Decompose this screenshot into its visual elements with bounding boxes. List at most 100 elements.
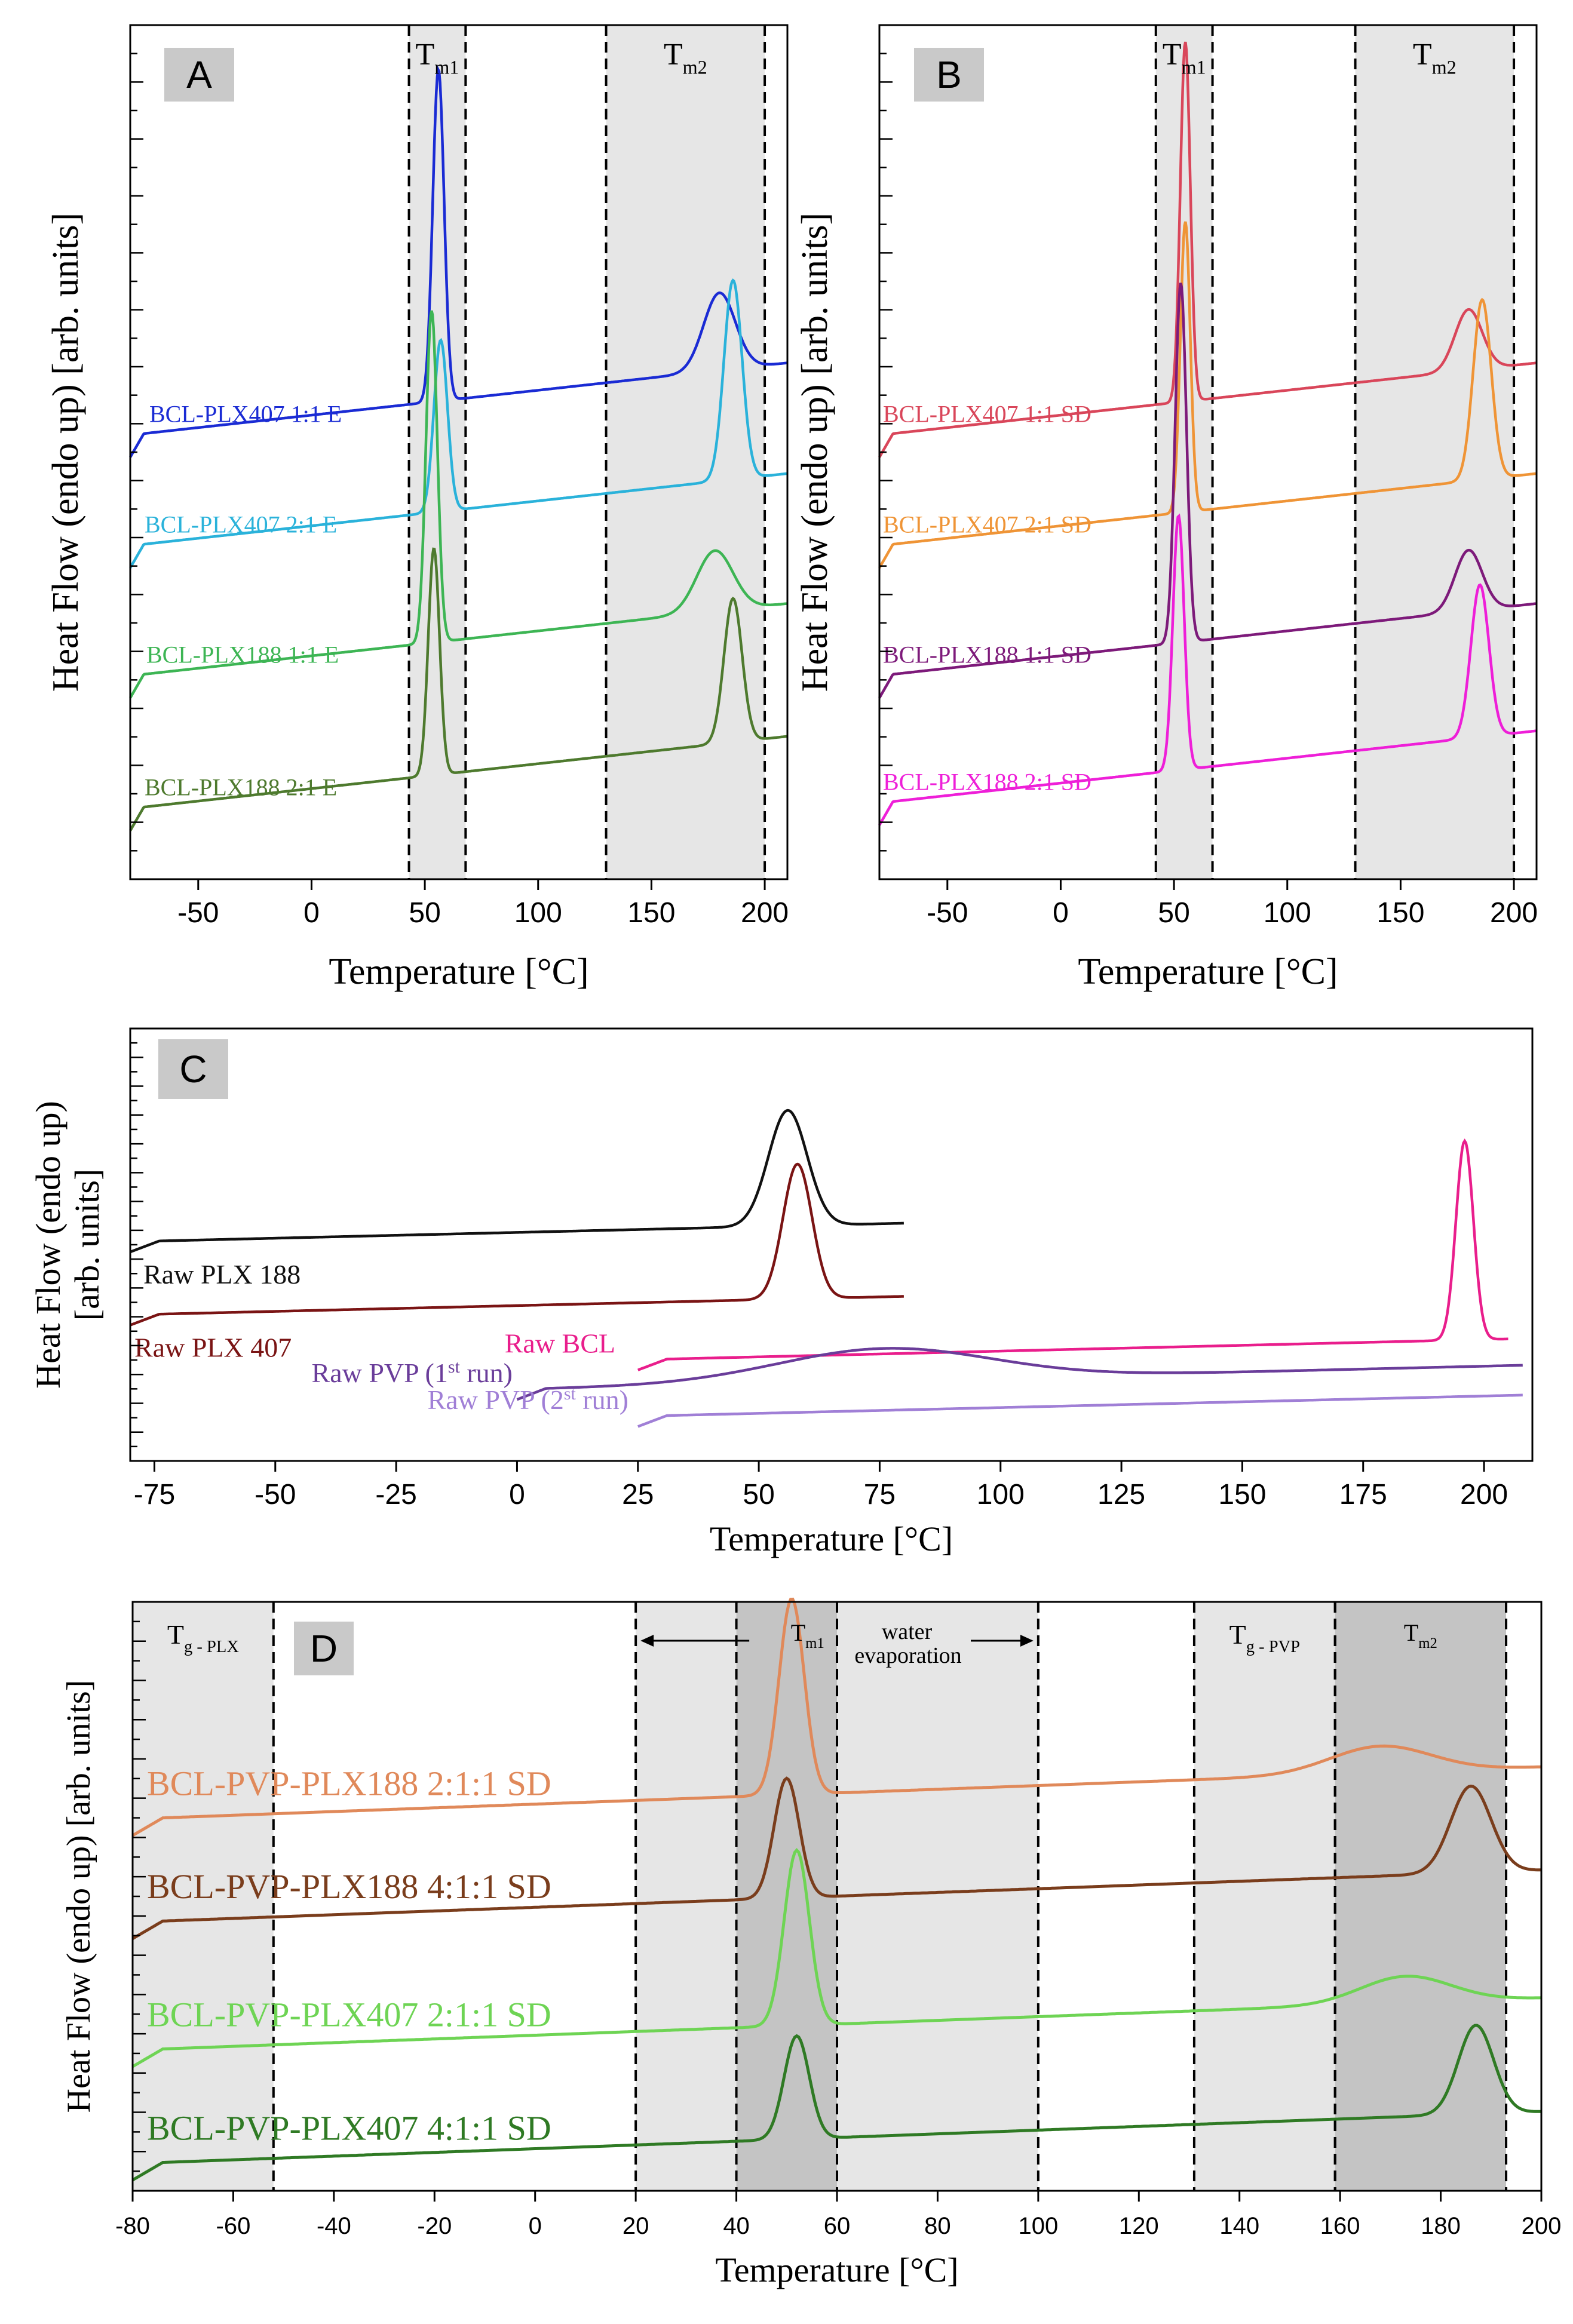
panel-C-series-raw-pvp-2nd-run xyxy=(637,1393,1523,1428)
panel-B-xtick-label: 50 xyxy=(1158,897,1189,929)
panel-D-annotation-line2: evaporation xyxy=(854,1643,961,1668)
panel-D-series-bcl-pvp-plx407-2-1-1-sd xyxy=(131,1847,1542,2068)
panel-C-xtick-label: 175 xyxy=(1339,1479,1387,1511)
panel-D-arrowhead-left xyxy=(640,1635,654,1647)
panel-D-arrowhead-right xyxy=(1020,1635,1034,1647)
panel-C-series-raw-plx-188 xyxy=(130,1109,904,1254)
panel-A-xtick-label: -50 xyxy=(177,897,219,929)
panel-D-letter: D xyxy=(310,1627,338,1670)
panel-A-region-label-tm1: Tm1 xyxy=(415,38,459,78)
panel-C-ylabel-line2: [arb. units] xyxy=(68,1169,106,1321)
panel-B-series-bcl-plx407-2-1-sd xyxy=(878,221,1537,569)
panel-C-series-label: Raw PLX 407 xyxy=(134,1332,292,1362)
panel-C-series-raw-pvp-1st-run xyxy=(516,1347,1523,1401)
panel-B-series-label: BCL-PLX188 1:1 SD xyxy=(883,641,1091,668)
panel-B-region-tm1 xyxy=(1155,25,1213,879)
panel-D-xtick-label: 180 xyxy=(1421,2213,1461,2239)
panel-A-xlabel: Temperature [°C] xyxy=(329,951,588,992)
panel-D-region-label-tm1: Tm1 xyxy=(791,1619,824,1651)
panel-A-xtick-label: 50 xyxy=(409,897,440,929)
panel-C-letter-box xyxy=(158,1039,228,1099)
panel-B-series-label: BCL-PLX407 1:1 SD xyxy=(883,400,1091,427)
panel-C-series-label: Raw PLX 188 xyxy=(143,1259,301,1290)
panel-D-annotation-line1: water xyxy=(882,1619,933,1644)
panel-A-region-label-tm2: Tm2 xyxy=(664,38,707,78)
panel-C-series-label: Raw PVP (1st run) xyxy=(312,1357,513,1388)
panel-A-ylabel: Heat Flow (endo up) [arb. units] xyxy=(45,213,86,692)
panel-A-xtick-label: 0 xyxy=(303,897,320,929)
panel-B-region-tm2 xyxy=(1355,25,1514,879)
panel-D-xtick-label: 60 xyxy=(824,2213,851,2239)
panel-D-series-label: BCL-PVP-PLX407 2:1:1 SD xyxy=(147,1995,551,2034)
panel-B-region-label-tm1: Tm1 xyxy=(1163,38,1206,78)
panel-B-series-bcl-plx188-1-1-sd xyxy=(878,283,1537,699)
panel-D-region-tg-pvp xyxy=(1194,1602,1335,2191)
panel-D-xtick-label: 40 xyxy=(723,2213,750,2239)
panel-A-letter-box xyxy=(164,48,234,102)
panel-D-xtick-label: 100 xyxy=(1018,2213,1058,2239)
panel-D-xtick-label: 20 xyxy=(623,2213,649,2239)
panel-C-xtick-label: 25 xyxy=(622,1479,654,1511)
panel-D-region-label-tg-pvp: Tg - PVP xyxy=(1229,1619,1300,1656)
panel-B-xtick-label: 150 xyxy=(1376,897,1424,929)
panel-B-xtick-label: 200 xyxy=(1490,897,1538,929)
panel-C-frame xyxy=(129,1027,1534,1462)
panel-B-region-label-tm2: Tm2 xyxy=(1413,38,1457,78)
panel-C-xtick-label: 50 xyxy=(743,1479,774,1511)
panel-B-series-label: BCL-PLX407 2:1 SD xyxy=(883,511,1091,538)
panel-B-letter-box xyxy=(914,48,984,102)
panel-C-series-raw-bcl xyxy=(637,1138,1508,1371)
panel-C-xtick-label: -75 xyxy=(134,1479,175,1511)
panel-D-xtick-label: -80 xyxy=(115,2213,150,2239)
panel-D-xtick-label: -40 xyxy=(317,2213,351,2239)
panel-A-series-bcl-plx188-1-1-e xyxy=(129,310,788,699)
panel-D-xtick-label: 160 xyxy=(1320,2213,1360,2239)
panel-B-xlabel: Temperature [°C] xyxy=(1078,951,1338,992)
panel-D-ylabel: Heat Flow (endo up) [arb. units] xyxy=(60,1680,97,2113)
panel-D-xtick-label: 0 xyxy=(529,2213,542,2239)
panel-D-series-label: BCL-PVP-PLX188 4:1:1 SD xyxy=(147,1867,551,1906)
panel-D-xtick-label: -60 xyxy=(216,2213,251,2239)
panel-D-xtick-label: 120 xyxy=(1119,2213,1159,2239)
panel-B-series-label: BCL-PLX188 2:1 SD xyxy=(883,768,1091,795)
panel-D-region-label-tg-plx: Tg - PLX xyxy=(167,1619,239,1656)
panel-D-series-bcl-pvp-plx407-4-1-1-sd xyxy=(131,2024,1541,2182)
panel-A: BCL-PLX407 1:1 E BCL-PLX407 2:1 E BCL-PLX1… xyxy=(45,24,789,992)
panel-C-series-label: Raw BCL xyxy=(505,1328,615,1359)
panel-C-xtick-label: 200 xyxy=(1460,1479,1508,1511)
panel-C-xtick-label: 0 xyxy=(509,1479,525,1511)
panel-D-region-tm2 xyxy=(1335,1602,1507,2191)
panel-A-series-bcl-plx407-1-1-e xyxy=(129,65,788,458)
panel-A-series-label: BCL-PLX407 2:1 E xyxy=(145,511,337,538)
panel-A-series-label: BCL-PLX188 2:1 E xyxy=(145,774,337,801)
panel-D-xtick-label: 80 xyxy=(924,2213,951,2239)
panel-B-letter: B xyxy=(936,53,962,96)
panel-A-region-tm2 xyxy=(606,25,765,879)
panel-D-series-bcl-pvp-plx188-4-1-1-sd xyxy=(131,1776,1541,1940)
panel-C-ylabel-line1: Heat Flow (endo up) xyxy=(29,1101,68,1389)
panel-C-xtick-label: 75 xyxy=(864,1479,896,1511)
panel-B-ylabel: Heat Flow (endo up) [arb. units] xyxy=(795,213,835,692)
panel-A-series-bcl-plx407-2-1-e xyxy=(129,278,788,569)
panel-C-series-raw-plx-407 xyxy=(130,1162,904,1327)
panel-A-xtick-label: 150 xyxy=(627,897,675,929)
panel-D-xtick-label: -20 xyxy=(417,2213,452,2239)
panel-D-region-label-tm2: Tm2 xyxy=(1404,1619,1437,1651)
panel-D-region-tg-plx xyxy=(133,1602,274,2191)
panel-A-series-bcl-plx188-2-1-e xyxy=(129,547,788,831)
panel-C-xlabel: Temperature [°C] xyxy=(710,1519,953,1558)
panel-D-series-bcl-pvp-plx188-2-1-1-sd xyxy=(131,1597,1542,1837)
panel-C-xtick-label: -25 xyxy=(375,1479,416,1511)
panel-D: BCL-PVP-PLX188 2:1:1 SD BCL-PVP-PLX188 4:… xyxy=(60,1597,1562,2289)
panel-A-xtick-label: 200 xyxy=(741,897,789,929)
panel-B-series-bcl-plx188-2-1-sd xyxy=(878,513,1537,826)
panel-C-xtick-label: 150 xyxy=(1218,1479,1266,1511)
panel-A-letter: A xyxy=(186,53,212,96)
panel-D-series-label: BCL-PVP-PLX188 2:1:1 SD xyxy=(147,1764,551,1803)
panel-D-xlabel: Temperature [°C] xyxy=(715,2251,958,2289)
panel-D-xtick-label: 200 xyxy=(1522,2213,1562,2239)
panel-B-xtick-label: 100 xyxy=(1264,897,1311,929)
panel-C-xtick-label: -50 xyxy=(254,1479,296,1511)
